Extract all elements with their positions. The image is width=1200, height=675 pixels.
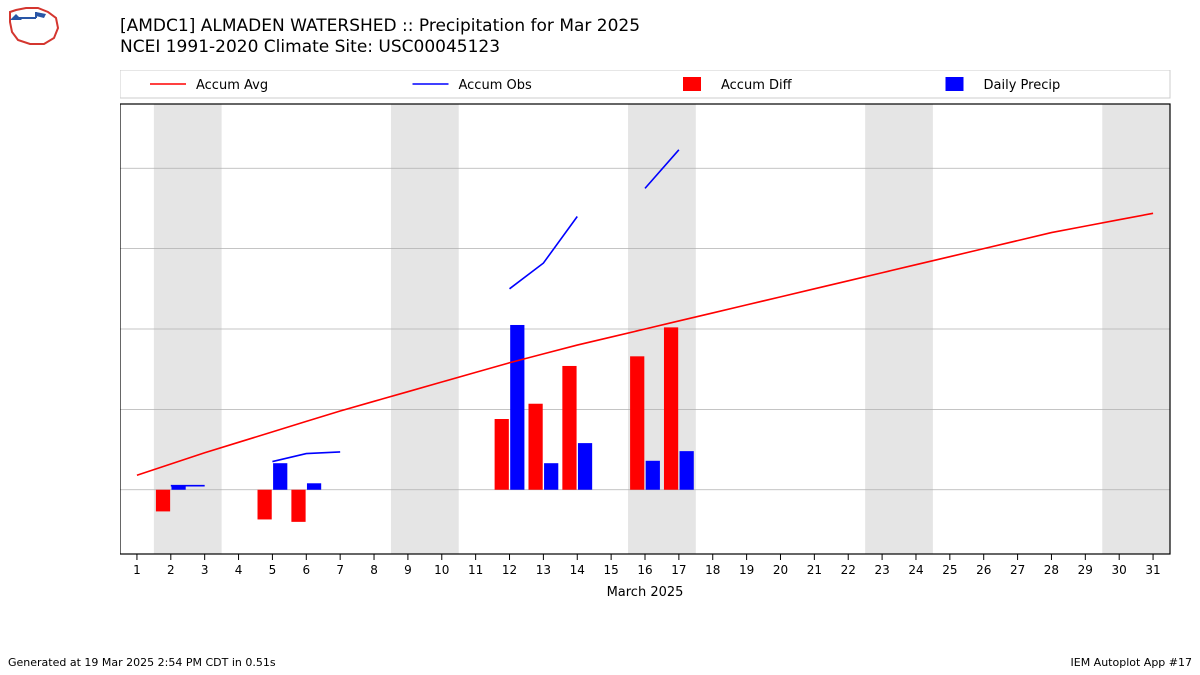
accum-diff-bar [630,356,644,489]
daily-precip-bar [544,463,558,490]
svg-text:11: 11 [468,563,483,577]
precip-chart: Accum Avg Accum Obs Accum Diff Daily Precip… [120,70,1180,610]
svg-text:19: 19 [739,563,754,577]
daily-precip-bar [510,325,524,490]
svg-text:22: 22 [841,563,856,577]
x-axis-label: March 2025 [607,585,684,600]
svg-text:23: 23 [874,563,889,577]
svg-text:25: 25 [942,563,957,577]
svg-text:28: 28 [1044,563,1059,577]
daily-precip-bar [578,443,592,490]
svg-text:10: 10 [434,563,449,577]
svg-text:9: 9 [404,563,412,577]
svg-text:27: 27 [1010,563,1025,577]
svg-text:7: 7 [336,563,344,577]
svg-text:3: 3 [201,563,209,577]
accum-diff-bar [156,490,170,512]
accum-diff-bar [664,327,678,489]
footer-generated: Generated at 19 Mar 2025 2:54 PM CDT in … [8,656,276,669]
accum-diff-bar [528,404,542,490]
svg-text:24: 24 [908,563,923,577]
chart-title-line1: [AMDC1] ALMADEN WATERSHED :: Precipitati… [120,16,640,37]
svg-text:Accum Obs: Accum Obs [459,78,532,93]
svg-text:17: 17 [671,563,686,577]
accum-diff-bar [495,419,509,490]
svg-text:14: 14 [570,563,585,577]
accum-diff-bar [258,490,272,520]
svg-text:21: 21 [807,563,822,577]
accum-diff-bar [291,490,305,522]
svg-text:5: 5 [269,563,277,577]
svg-text:26: 26 [976,563,991,577]
svg-text:20: 20 [773,563,788,577]
iem-logo [6,4,60,46]
svg-text:30: 30 [1112,563,1127,577]
svg-text:15: 15 [603,563,618,577]
daily-precip-bar [307,483,321,489]
footer-appid: IEM Autoplot App #17 [1071,656,1193,669]
svg-text:Daily Precip: Daily Precip [984,78,1061,93]
daily-precip-bar [646,461,660,490]
svg-text:29: 29 [1078,563,1093,577]
svg-text:12: 12 [502,563,517,577]
chart-title-line2: NCEI 1991-2020 Climate Site: USC00045123 [120,37,640,58]
svg-text:6: 6 [302,563,310,577]
svg-text:18: 18 [705,563,720,577]
svg-text:2: 2 [167,563,175,577]
svg-text:Accum Diff: Accum Diff [721,78,793,93]
chart-legend: Accum Avg Accum Obs Accum Diff Daily Precip [120,70,1170,98]
daily-precip-bar [680,451,694,490]
svg-text:13: 13 [536,563,551,577]
daily-precip-bar [273,463,287,490]
svg-text:16: 16 [637,563,652,577]
svg-text:4: 4 [235,563,243,577]
accum-diff-bar [562,366,576,490]
svg-text:1: 1 [133,563,141,577]
svg-text:31: 31 [1145,563,1160,577]
svg-text:Accum Avg: Accum Avg [196,78,268,93]
svg-text:8: 8 [370,563,378,577]
